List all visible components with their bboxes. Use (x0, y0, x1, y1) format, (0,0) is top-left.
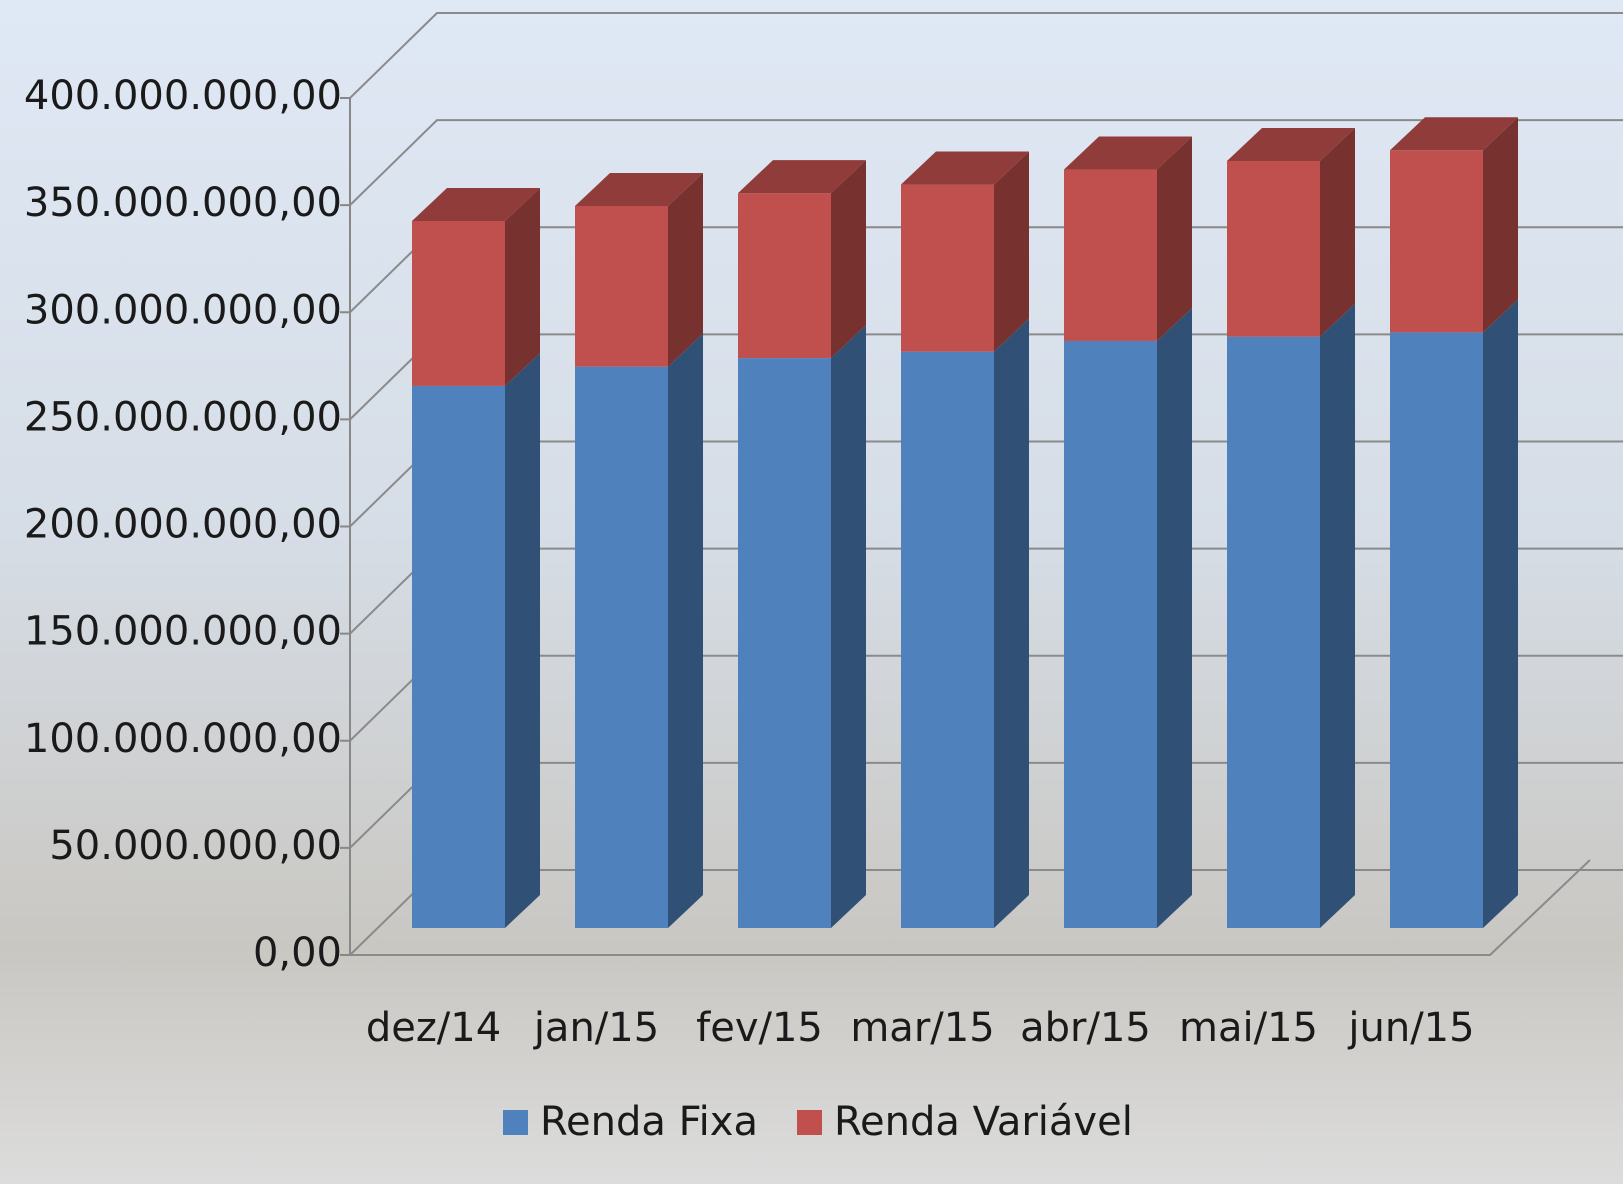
bar-side (668, 334, 703, 928)
x-tick-label: dez/14 (366, 1005, 501, 1051)
bar-side (1483, 299, 1518, 928)
legend-swatch (503, 1110, 528, 1135)
bar-side (1320, 128, 1355, 337)
y-tick-label: 250.000.000,00 (24, 394, 342, 440)
legend-label: Renda Variável (834, 1099, 1133, 1145)
y-tick-label: 350.000.000,00 (24, 180, 342, 226)
bar-front (1390, 332, 1483, 928)
legend-label: Renda Fixa (540, 1099, 758, 1145)
bar-side (505, 353, 540, 928)
bar-front (1227, 337, 1320, 928)
bar-front (575, 367, 668, 928)
y-tick-label: 200.000.000,00 (24, 502, 342, 548)
bar-front (738, 358, 831, 928)
bar-front (901, 352, 994, 928)
bar-front (412, 221, 505, 386)
bar-front (575, 206, 668, 367)
y-tick-label: 300.000.000,00 (24, 287, 342, 333)
bar-front (901, 185, 994, 352)
y-tick-label: 150.000.000,00 (24, 609, 342, 655)
bar-front (1064, 170, 1157, 341)
x-tick-label: jun/15 (1347, 1005, 1474, 1051)
bar-front (738, 193, 831, 358)
x-tick-label: jan/15 (533, 1005, 659, 1051)
bar-front (1390, 150, 1483, 332)
x-tick-label: fev/15 (696, 1005, 823, 1051)
x-tick-label: abr/15 (1020, 1005, 1151, 1051)
bar-side (1157, 137, 1192, 341)
bar-side (668, 173, 703, 367)
legend-swatch (797, 1110, 822, 1135)
bar-side (994, 152, 1029, 352)
x-tick-label: mar/15 (850, 1005, 994, 1051)
bar-front (412, 386, 505, 928)
y-tick-label: 100.000.000,00 (24, 716, 342, 762)
bar-front (1227, 161, 1320, 337)
y-tick-label: 50.000.000,00 (49, 823, 342, 869)
chart: 0,00 50.000.000,00 100.000.000,00 150.000.0… (0, 0, 1623, 1184)
bar-side (505, 188, 540, 386)
bar-side (994, 319, 1029, 928)
y-tick-label: 0,00 (253, 930, 342, 976)
x-tick-label: mai/15 (1179, 1005, 1318, 1051)
bar-side (1320, 304, 1355, 928)
bar-side (1157, 308, 1192, 928)
bar-side (831, 325, 866, 928)
bar-side (831, 160, 866, 358)
bar-front (1064, 341, 1157, 928)
y-tick-label: 400.000.000,00 (24, 73, 342, 119)
bar-side (1483, 117, 1518, 332)
